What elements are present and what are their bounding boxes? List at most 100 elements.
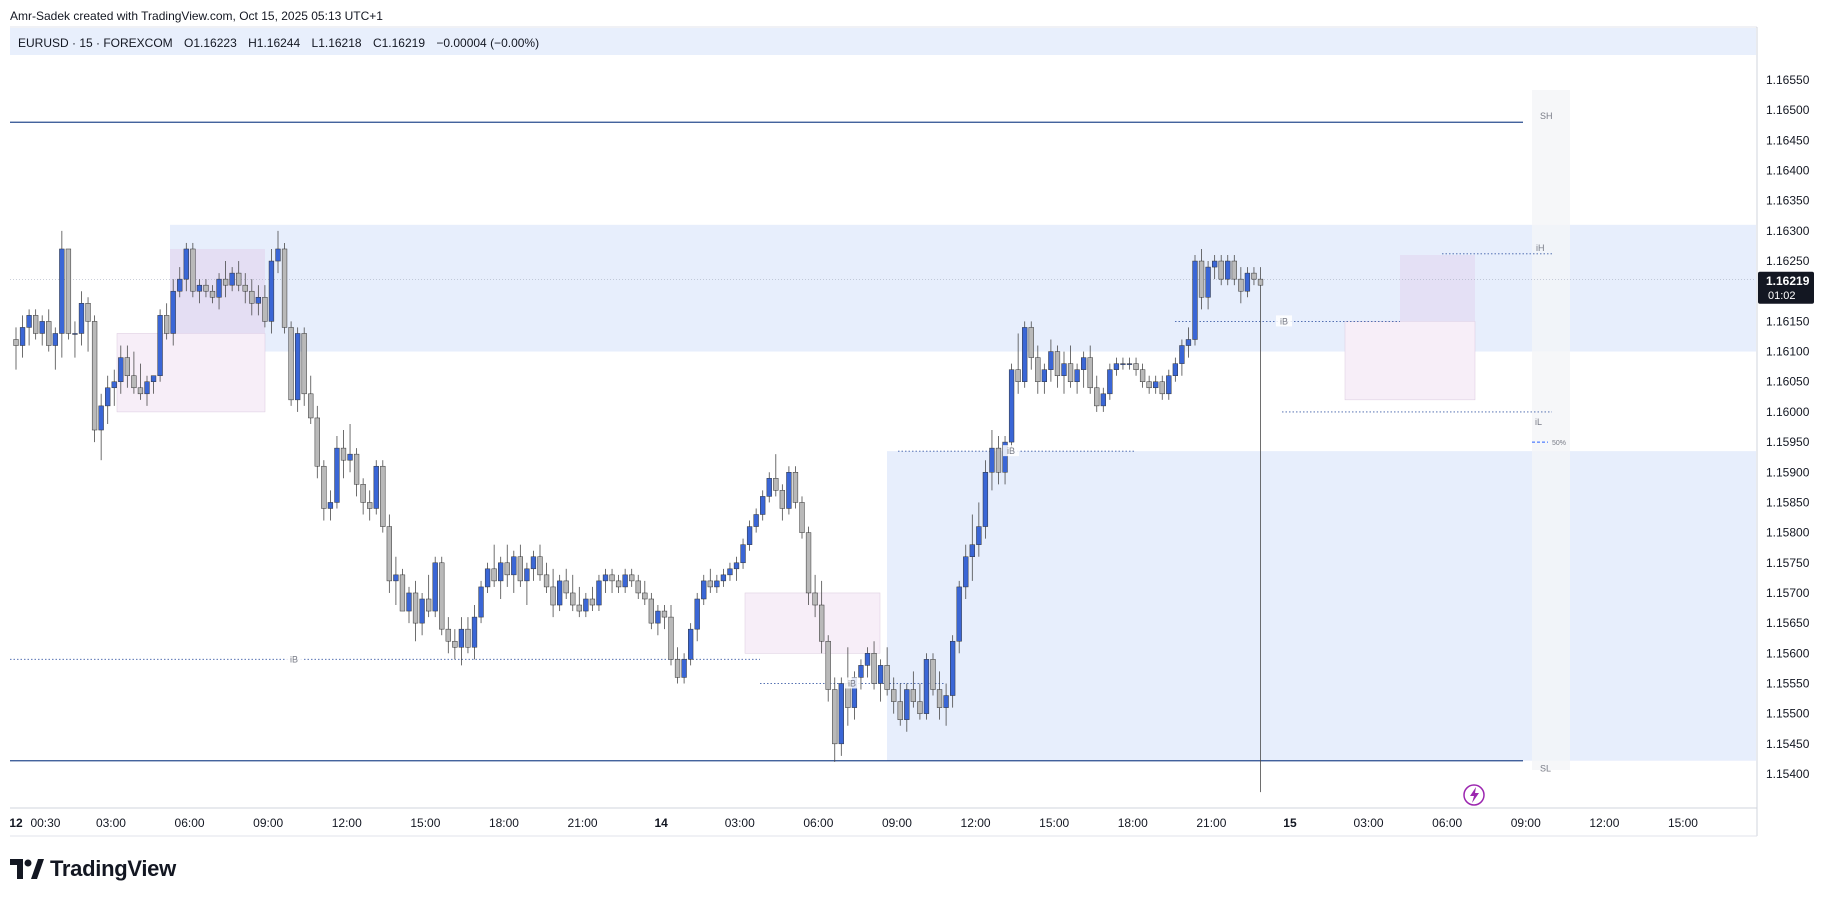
legend-c-value: 1.16219 [382,36,426,50]
lower-demand-zone [887,451,1756,761]
candles-layer [13,230,1264,793]
candle [91,315,98,443]
candle [111,369,117,406]
time-tick-label: 09:00 [1511,816,1541,830]
candle [144,375,150,406]
candle [661,605,668,630]
price-tick-label: 1.15400 [1766,767,1810,781]
candle [52,327,58,370]
candle [190,242,196,298]
candle [969,514,975,581]
time-tick-label: 12:00 [332,816,362,830]
candle [629,568,635,587]
candle [1126,357,1133,370]
candle [786,466,792,515]
candle [550,568,556,618]
candle [1205,261,1211,310]
candle [157,309,163,382]
legend-o-label: O [184,36,193,50]
price-tick-label: 1.15550 [1766,676,1810,690]
candle [897,683,903,726]
candle [1159,375,1165,400]
price-axis[interactable]: 1.16550 1.16500 1.16450 1.16400 1.16350 1.163… [1766,73,1810,781]
premium-box [1400,255,1475,322]
candle [570,574,576,612]
candle [236,261,242,292]
legend-band [10,28,1756,55]
candle [1087,345,1093,394]
candle [203,279,209,298]
candle [393,556,399,606]
candle [59,230,65,358]
candle [46,309,52,352]
candle [576,586,582,618]
time-tick-label: 18:00 [1118,816,1148,830]
price-tick-label: 1.16400 [1766,164,1810,178]
legend-change: −0.00004 (−0.00%) [436,36,539,50]
candle [557,574,563,612]
time-tick-label: 06:00 [175,816,205,830]
candle [609,568,615,593]
annotations-layer: SH SL iH iL iB iB iB iB 50% [286,111,1566,774]
candle [65,248,72,340]
zones-layer [170,90,1756,770]
candle [642,580,648,606]
candle [426,574,432,618]
candle [727,562,733,581]
candle [1231,255,1237,286]
candle [982,460,989,539]
candle [648,592,655,630]
candle [1107,363,1113,400]
candle [249,279,255,316]
lightning-icon[interactable] [1463,784,1485,806]
candle [432,556,438,618]
candle [1074,363,1080,394]
candle [327,490,334,521]
time-tick-label: 21:00 [1196,816,1226,830]
candle [615,574,622,593]
candle [530,550,537,581]
tradingview-logo[interactable]: TradingView [10,856,176,882]
candle [1166,369,1172,400]
candle [1048,339,1054,382]
candle [517,544,524,587]
candle [674,647,681,684]
price-tick-label: 1.15700 [1766,586,1810,600]
time-tick-label: 18:00 [489,816,519,830]
candle [622,568,628,593]
candle [720,568,727,587]
candle [832,677,838,762]
candle [72,321,78,358]
candle [399,568,406,612]
candle [819,580,825,654]
annotation-label: iB [1007,446,1015,456]
candle [458,617,465,666]
candle [314,405,320,479]
time-tick-label: 06:00 [1432,816,1462,830]
price-tick-label: 1.15600 [1766,646,1810,660]
candle [39,315,45,346]
time-tick-label: 03:00 [1354,816,1384,830]
brand-name: TradingView [50,856,176,881]
candle [229,267,235,292]
time-tick-label: 09:00 [882,816,912,830]
candle [353,448,360,497]
time-axis[interactable]: 12 00:30 03:00 06:00 09:00 12:00 15:00 18:00 21:… [9,816,1698,830]
candle [222,261,229,298]
candle [242,273,248,304]
price-tick-label: 1.15650 [1766,616,1810,630]
price-tick-label: 1.16500 [1766,103,1810,117]
candle [779,484,786,521]
candle [884,647,890,696]
legend-symbol[interactable]: EURUSD · 15 · FOREXCOM [18,36,173,50]
candle [196,279,203,304]
candle [386,514,393,593]
time-tick-label: 03:00 [96,816,126,830]
candle [1022,321,1028,388]
candle [537,544,543,581]
price-tick-label: 1.15950 [1766,435,1810,449]
candle [380,460,386,533]
candle [681,653,687,684]
annotation-label: iB [290,654,298,664]
